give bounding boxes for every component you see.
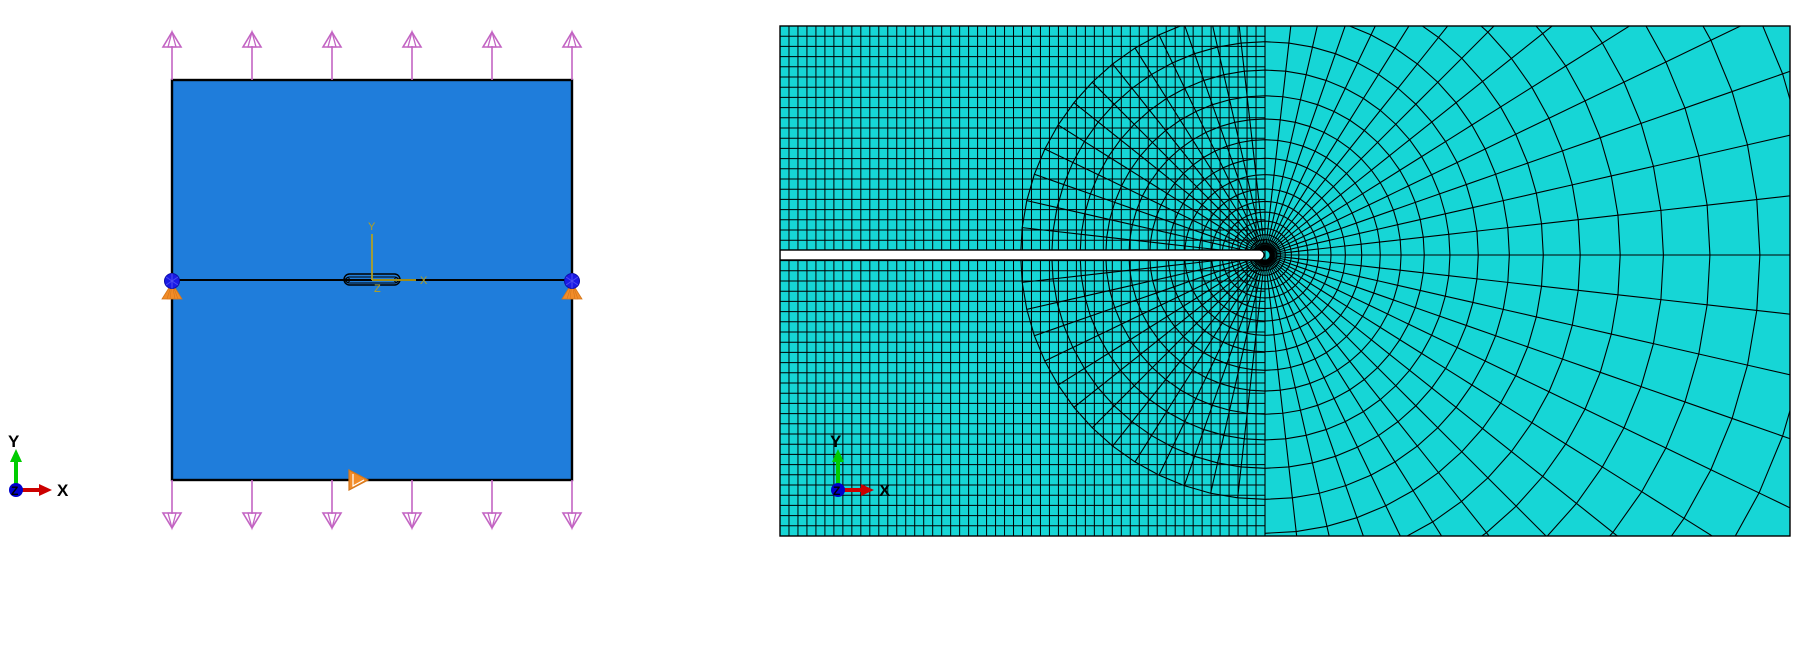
local-triad-z-label: Z (374, 283, 381, 295)
mesh-triad-y-label: Y (830, 432, 842, 451)
model-triad-z-label: Z (11, 484, 18, 498)
constraint-right[interactable] (561, 273, 583, 300)
constraint-left[interactable] (161, 273, 183, 300)
mesh-panel: Y X Z (760, 0, 1818, 660)
mesh-element-edges (780, 26, 1790, 536)
bottom-point-load-arrow (348, 469, 370, 491)
model-global-triad: Y X Z (8, 432, 69, 500)
tension-load-arrows (161, 29, 583, 531)
model-panel: Y X Z (0, 0, 760, 660)
mesh-canvas: Y X Z (779, 25, 1791, 537)
mesh-triad-z-label: Z (833, 484, 840, 498)
crack-opening (780, 249, 1265, 261)
model-triad-y-label: Y (8, 432, 20, 451)
model-canvas: Y X Z (8, 29, 583, 531)
model-triad-x-label: X (57, 481, 69, 500)
model-local-coordinate-triad: Y X Z (368, 221, 428, 295)
local-triad-y-label: Y (368, 221, 376, 233)
mesh-domain-border (779, 25, 1791, 537)
mesh-triad-x-label: X (879, 481, 891, 500)
local-triad-x-label: X (420, 275, 428, 287)
mesh-global-triad: Y X Z (830, 432, 891, 500)
